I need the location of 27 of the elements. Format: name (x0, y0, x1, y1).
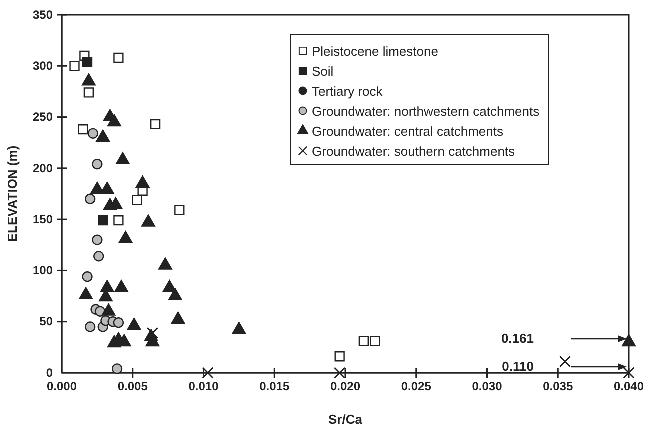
y-tick-label: 300 (32, 58, 54, 73)
y-tick-label: 0 (46, 366, 54, 380)
legend-label: Groundwater: southern catchments (312, 144, 516, 159)
legend-label: Pleistocene limestone (312, 44, 438, 59)
y-axis-title: ELEVATION (m) (5, 146, 20, 242)
y-tick-label: 50 (40, 314, 54, 329)
annotation: 0.110 (502, 359, 534, 374)
y-tick-label: 350 (32, 8, 54, 22)
legend-label: Groundwater: central catchments (312, 124, 504, 139)
x-tick-label: 0.040 (614, 380, 644, 394)
x-tick-label: 0.015 (260, 380, 290, 394)
legend-label: Groundwater: northwestern catchments (312, 104, 540, 119)
annotation: 0.161 (501, 331, 534, 346)
legend-label: Soil (312, 64, 334, 79)
x-tick-label: 0.035 (543, 380, 574, 394)
legend-label: Tertiary rock (312, 84, 384, 99)
x-tick-label: 0.005 (118, 380, 148, 394)
y-tick-label: 100 (32, 264, 54, 278)
x-tick-label: 0.020 (330, 380, 361, 394)
y-tick-label: 250 (32, 110, 54, 124)
y-tick-label: 150 (32, 212, 54, 226)
x-tick-label: 0.030 (472, 380, 503, 394)
x-tick-label: 0.025 (401, 380, 432, 394)
x-tick-label: 0.000 (46, 380, 78, 394)
x-tick-label: 0.010 (188, 380, 220, 394)
x-axis-title: Sr/Ca (328, 412, 364, 427)
y-tick-label: 200 (32, 161, 54, 176)
